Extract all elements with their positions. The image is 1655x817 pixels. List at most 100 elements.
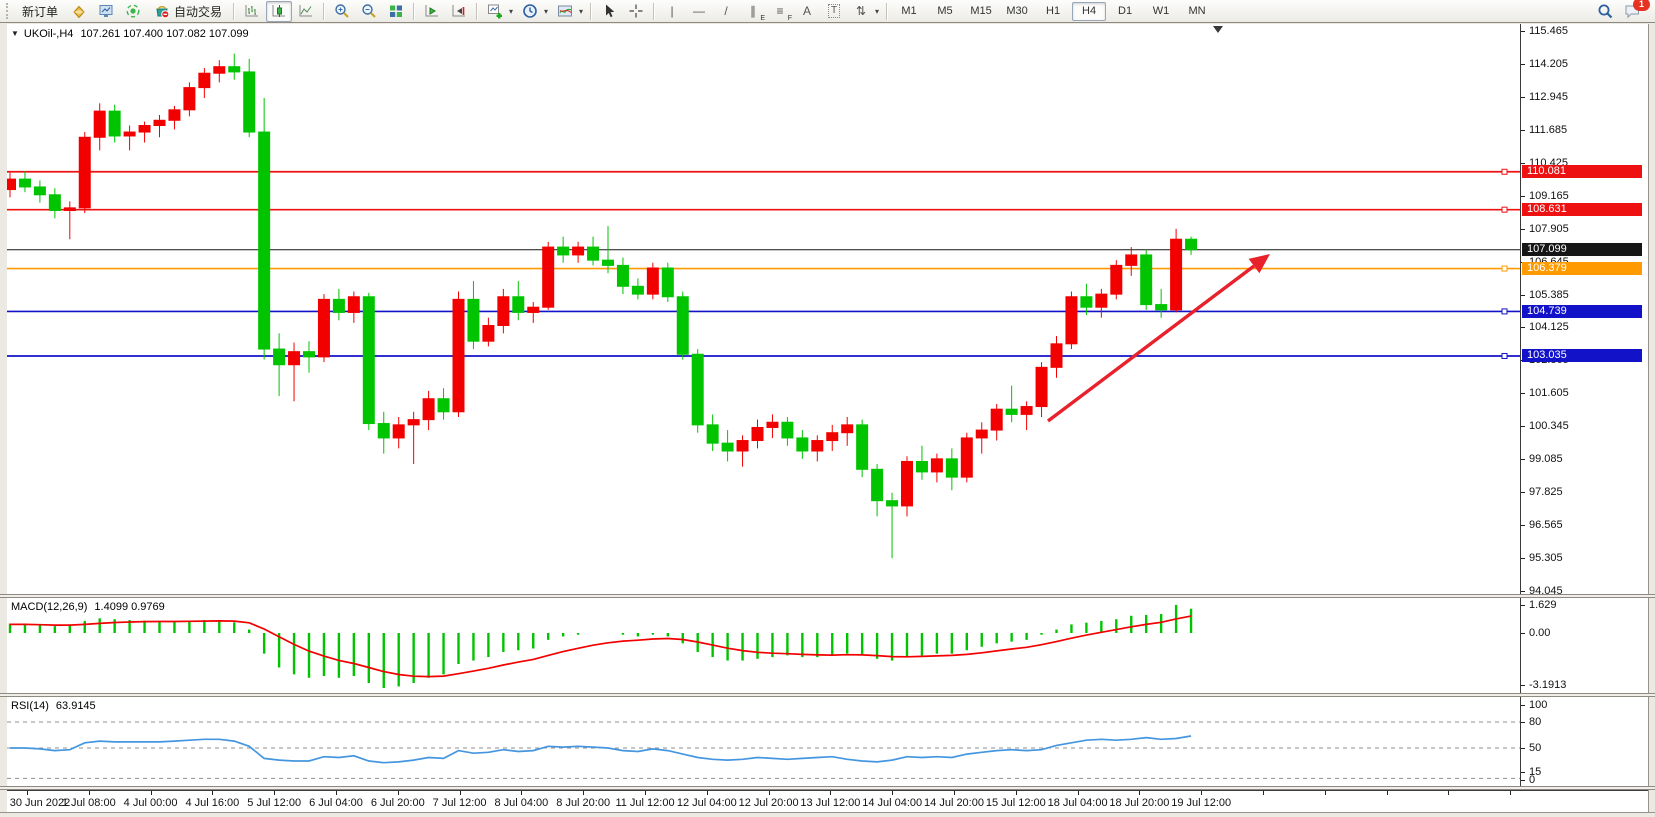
time-axis[interactable]: 30 Jun 2022 1 Jul 08:00 4 Jul 00:00 4 Jul 1… [7, 790, 1648, 813]
line-chart-icon[interactable] [293, 1, 319, 22]
timeframe-mn[interactable]: MN [1188, 4, 1206, 17]
metaquotes-icon[interactable] [66, 1, 92, 22]
chat-icon[interactable]: 1 [1619, 0, 1650, 22]
candle-body [228, 66, 241, 73]
toolbar-drag-handle[interactable] [6, 3, 12, 19]
search-icon[interactable] [1592, 1, 1618, 22]
new-chart-icon[interactable] [482, 1, 508, 22]
timeframe-h4[interactable]: H4 [1072, 1, 1107, 21]
price-tick-mark [1521, 492, 1525, 494]
chart-shift-icon[interactable] [419, 1, 445, 22]
line-handle[interactable] [1501, 308, 1508, 315]
price-chart-panel[interactable] [7, 24, 1520, 594]
macd-tick-label: 0.00 [1529, 627, 1551, 639]
price-tick-mark [1521, 162, 1525, 164]
candle-body [437, 398, 450, 413]
panel-splitter[interactable] [0, 786, 1655, 790]
arrows-tool-icon[interactable]: ⇅ [856, 4, 867, 18]
timeframe-m15[interactable]: M15 [970, 4, 992, 17]
candle-body [646, 267, 659, 295]
timeframe-h1[interactable]: H1 [1046, 4, 1061, 17]
panel-splitter[interactable] [0, 693, 1655, 697]
indicators-icon[interactable] [552, 1, 578, 22]
price-tick-label: 95.305 [1529, 552, 1563, 565]
line-handle[interactable] [1501, 352, 1508, 359]
price-level-tag[interactable]: 108.631 [1522, 203, 1642, 217]
timeframe-d1[interactable]: D1 [1118, 4, 1133, 17]
arrows-dropdown-icon[interactable]: ▾ [875, 6, 880, 16]
candle-body [1020, 406, 1033, 415]
indicators-dropdown-icon[interactable]: ▾ [579, 6, 584, 16]
candle-body [990, 408, 1003, 431]
trend-arrow-line[interactable] [1046, 264, 1256, 423]
candle-body [1035, 366, 1048, 408]
rsi-line [10, 735, 1192, 764]
candle-body [736, 440, 749, 452]
timeframe-w1[interactable]: W1 [1152, 4, 1170, 17]
time-axis-label: 12 Jul 04:00 [676, 797, 737, 809]
signals-icon[interactable] [120, 1, 146, 22]
candle-body [78, 136, 91, 209]
candle-body [392, 424, 405, 439]
rsi-tick-label: 100 [1529, 698, 1548, 711]
time-axis-tick [1324, 791, 1326, 795]
timeframe-m1[interactable]: M1 [901, 4, 917, 17]
vertical-line-icon[interactable]: | [670, 4, 674, 18]
macd-indicator-panel[interactable] [7, 598, 1520, 693]
cursor-icon[interactable] [596, 1, 622, 22]
bar-chart-icon[interactable] [239, 1, 265, 22]
candle-body [1140, 254, 1153, 306]
rsi-indicator-panel[interactable] [7, 697, 1520, 786]
zoom-out-icon[interactable] [356, 1, 382, 22]
time-axis-tick [88, 791, 90, 795]
trendline-icon[interactable]: / [724, 4, 728, 18]
tile-windows-icon[interactable] [383, 1, 409, 22]
panel-splitter[interactable] [0, 594, 1655, 598]
auto-trading-button[interactable]: 自动交易 [147, 2, 229, 21]
horizontal-line-icon[interactable]: — [693, 4, 706, 18]
main-toolbar: 新订单 自动交易 [0, 0, 1655, 23]
equidistant-channel-icon[interactable]: ∥ E [740, 1, 766, 22]
periods-dropdown-icon[interactable]: ▾ [544, 6, 549, 16]
line-handle[interactable] [1501, 168, 1508, 175]
time-axis-label: 8 Jul 20:00 [556, 797, 611, 809]
trend-arrow-head[interactable] [1248, 254, 1270, 274]
candle-body [48, 194, 61, 211]
rsi-axis[interactable]: 100 80 50 15 0 [1520, 697, 1648, 786]
macd-axis[interactable]: 1.629 0.00 -3.1913 [1520, 598, 1648, 693]
rsi-tick-mark [1521, 704, 1525, 706]
new-order-button[interactable]: 新订单 [15, 2, 65, 21]
time-axis-tick [954, 791, 955, 795]
time-axis-label: 18 Jul 20:00 [1109, 797, 1170, 809]
line-handle[interactable] [1501, 206, 1508, 213]
rsi-tick-mark [1521, 780, 1525, 781]
candle-body [482, 325, 495, 342]
crosshair-icon[interactable] [623, 1, 649, 22]
text-icon[interactable]: A [803, 4, 812, 18]
price-axis[interactable]: 115.465 114.205 112.945 111.685 110.425 109.1… [1520, 24, 1648, 597]
candle-body [915, 460, 928, 473]
timeframe-m5[interactable]: M5 [937, 4, 953, 17]
candle-body [557, 246, 570, 256]
price-level-tag[interactable]: 104.739 [1522, 304, 1642, 318]
line-handle[interactable] [1501, 265, 1508, 272]
price-level-tag[interactable]: 110.081 [1522, 165, 1642, 179]
price-level-tag[interactable]: 103.035 [1522, 349, 1642, 363]
candle-body [691, 353, 704, 426]
price-level-tag[interactable]: 106.379 [1522, 262, 1642, 276]
market-watch-icon[interactable] [93, 1, 119, 22]
candle-body [930, 458, 943, 473]
time-axis-label: 4 Jul 16:00 [185, 797, 240, 809]
timeframe-m30[interactable]: M30 [1006, 4, 1028, 17]
new-chart-dropdown-icon[interactable]: ▾ [509, 6, 514, 16]
text-label-icon[interactable]: T [821, 1, 847, 22]
chart-shift-marker-icon[interactable] [1213, 26, 1223, 33]
candle-body [1170, 238, 1183, 311]
zoom-in-icon[interactable] [329, 1, 355, 22]
fibonacci-icon[interactable]: ≡ F [767, 1, 793, 22]
candlestick-chart-icon[interactable] [266, 0, 293, 22]
chart-autoscroll-icon[interactable] [446, 1, 472, 22]
periods-icon[interactable] [517, 1, 543, 22]
candle-body [63, 207, 76, 211]
